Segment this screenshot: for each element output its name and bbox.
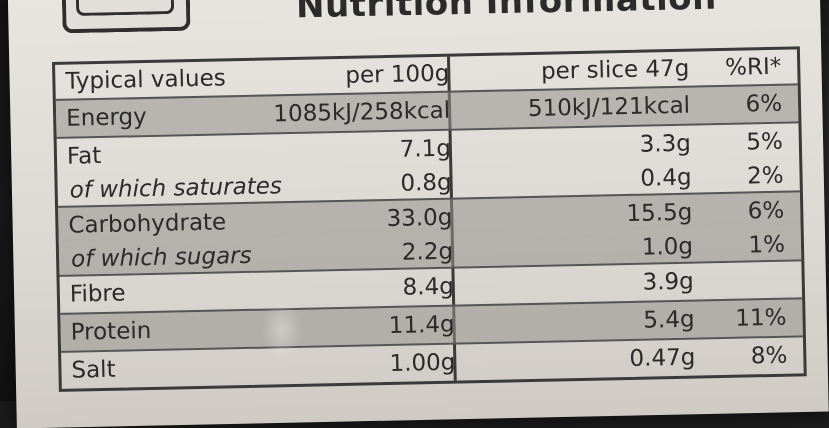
row-per-slice: 1.0g [641,233,694,261]
row-per-100g: 8.4g [402,273,455,301]
row-per-100g: 1.00g [389,349,456,377]
row-per-100g: 33.0g [386,204,453,233]
row-ri [785,262,786,298]
row-per-slice: 510kJ/121kcal [527,92,691,123]
row-ri: 6% [745,90,783,118]
row-ri: 2% [746,162,784,189]
header-per-slice: per slice 47g [540,55,690,85]
row-per-slice: 3.3g [639,130,692,158]
row-label: Protein [70,317,152,346]
header-per-100g: per 100g [345,60,450,89]
row-label: Energy [65,104,147,132]
brand-logo [61,0,191,34]
row-per-100g: 1085kJ/258kcal [273,97,451,128]
row-label: of which sugars [70,242,252,273]
row-label: Fibre [69,280,126,308]
row-label: Fat [66,142,102,170]
row-ri: 6% [747,197,785,225]
row-per-100g: 2.2g [401,238,454,266]
row-label: of which saturates [69,172,283,204]
row-per-100g: 7.1g [399,135,452,163]
row-ri: 5% [746,128,784,156]
nutrition-table: Typical values per 100g per slice 47g %R… [52,46,807,392]
row-ri: 11% [735,304,787,332]
row-ri: 8% [750,342,788,370]
row-label: Carbohydrate [68,209,227,239]
row-ri: 1% [748,231,786,258]
row-per-slice: 5.4g [643,306,695,334]
row-per-100g: 11.4g [388,311,455,340]
row-per-slice: 3.9g [642,268,695,296]
row-per-100g: 0.8g [400,169,452,197]
row-per-slice: 0.4g [640,164,692,192]
row-label: Salt [71,356,116,384]
header-ri: %RI* [724,53,782,81]
row-per-slice: 15.5g [626,199,693,227]
row-per-slice: 0.47g [629,344,696,372]
header-typical-values: Typical values [65,65,226,95]
